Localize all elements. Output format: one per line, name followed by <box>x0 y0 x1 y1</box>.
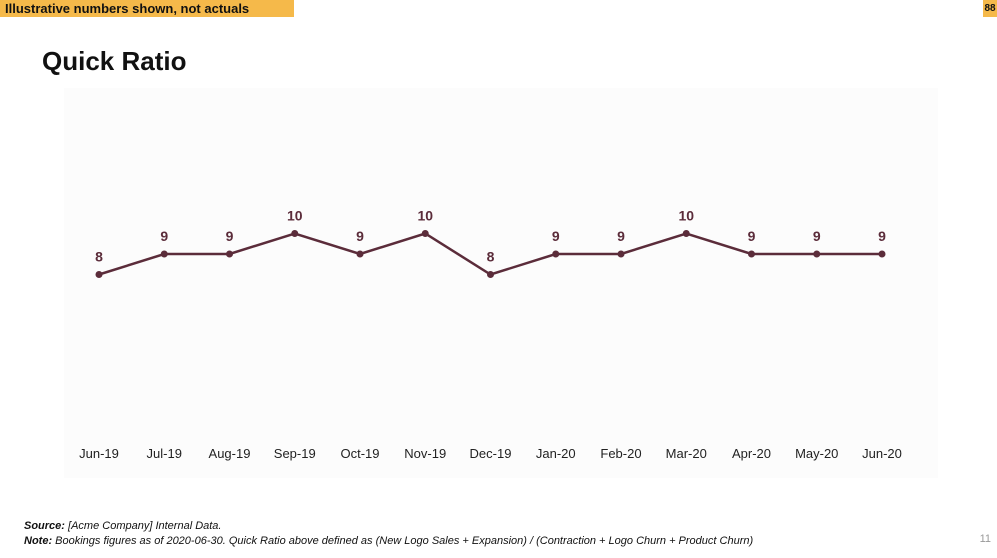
data-point <box>552 250 560 258</box>
source-text: [Acme Company] Internal Data. <box>64 520 222 532</box>
data-point <box>813 250 821 258</box>
data-label: 9 <box>160 228 168 244</box>
data-label: 9 <box>748 228 756 244</box>
note-label: Note: <box>24 535 53 547</box>
x-tick-label: May-20 <box>795 446 838 461</box>
data-label: 9 <box>813 228 821 244</box>
data-point <box>617 250 625 258</box>
x-tick-label: Mar-20 <box>666 446 707 461</box>
chart-area: 8 9 9 10 9 10 8 9 9 10 9 9 9 Jun-19 Jul-19 Aug-19 Sep-19… <box>64 88 938 478</box>
illustrative-banner: Illustrative numbers shown, not actuals <box>0 0 294 17</box>
x-tick-label: Feb-20 <box>600 446 641 461</box>
footer-notes: Source: [Acme Company] Internal Data. No… <box>24 519 753 549</box>
data-label: 9 <box>617 228 625 244</box>
x-tick-label: Jan-20 <box>536 446 576 461</box>
data-label: 8 <box>487 249 495 265</box>
data-label: 9 <box>878 228 886 244</box>
x-tick-label: Aug-19 <box>209 446 251 461</box>
data-label: 10 <box>417 208 433 224</box>
data-point <box>878 250 886 258</box>
data-point <box>682 230 690 237</box>
page-number: 11 <box>979 533 991 545</box>
note-line: Note: Bookings figures as of 2020-06-30.… <box>24 534 753 549</box>
x-tick-label: Nov-19 <box>404 446 446 461</box>
data-point <box>226 250 233 258</box>
x-tick-label: Dec-19 <box>470 446 512 461</box>
x-tick-label: Sep-19 <box>274 446 316 461</box>
data-point <box>95 271 103 278</box>
x-tick-label: Apr-20 <box>732 446 771 461</box>
x-tick-label: Jun-20 <box>862 446 902 461</box>
source-line: Source: [Acme Company] Internal Data. <box>24 519 753 534</box>
data-point <box>748 250 755 258</box>
data-label: 9 <box>356 228 364 244</box>
note-text: Bookings figures as of 2020-06-30. Quick… <box>52 535 754 547</box>
data-point <box>291 230 299 237</box>
source-label: Source: <box>24 520 65 532</box>
data-point <box>487 271 494 278</box>
data-point <box>356 250 364 258</box>
page-title: Quick Ratio <box>42 46 187 76</box>
data-label: 10 <box>678 208 694 224</box>
data-label: 9 <box>552 228 560 244</box>
x-tick-label: Jul-19 <box>147 446 182 461</box>
x-tick-label: Oct-19 <box>340 446 379 461</box>
data-label: 10 <box>287 208 303 224</box>
data-point <box>421 230 429 237</box>
x-tick-label: Jun-19 <box>79 446 119 461</box>
data-label: 9 <box>226 228 234 244</box>
quick-ratio-line-chart: 8 9 9 10 9 10 8 9 9 10 9 9 9 Jun-19 Jul-19 Aug-19 Sep-19… <box>79 208 902 462</box>
data-label: 8 <box>95 249 103 265</box>
corner-logo-badge: 88 <box>983 0 997 17</box>
data-point <box>160 250 168 258</box>
